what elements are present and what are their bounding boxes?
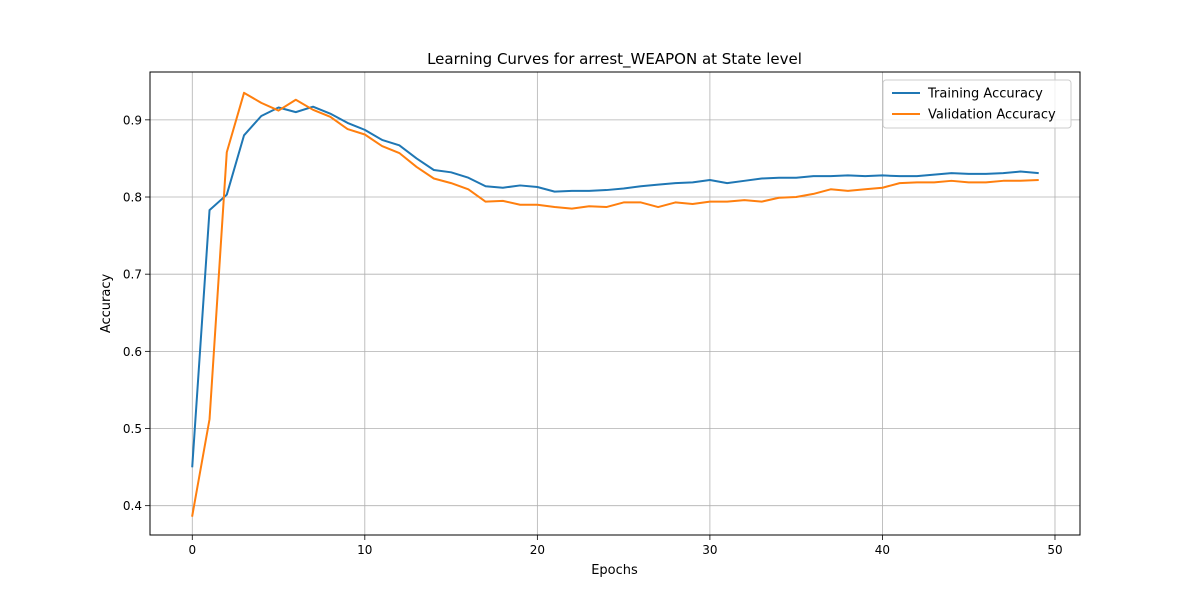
- series-lines: [191, 91, 1039, 517]
- grid: [150, 72, 1080, 535]
- y-axis-label: Accuracy: [99, 274, 114, 334]
- x-tick-label: 20: [530, 543, 545, 557]
- legend-label: Validation Accuracy: [928, 108, 1056, 123]
- x-tick-label: 0: [188, 543, 196, 557]
- legend: Training Accuracy Validation Accuracy: [882, 79, 1072, 129]
- x-tick-label: 40: [875, 543, 890, 557]
- y-tick-label: 0.7: [123, 268, 142, 282]
- y-tick-label: 0.5: [123, 422, 142, 436]
- y-axis-ticks: 0.4 0.5 0.6 0.7 0.8 0.9: [123, 113, 150, 513]
- y-tick-label: 0.8: [123, 191, 142, 205]
- x-tick-label: 50: [1047, 543, 1062, 557]
- x-axis-label: Epochs: [591, 563, 638, 578]
- y-tick-label: 0.4: [123, 499, 142, 513]
- x-axis-ticks: 0 10 20 30 40 50: [188, 535, 1063, 557]
- y-tick-label: 0.6: [123, 345, 142, 359]
- legend-box: [882, 79, 1072, 129]
- series-line-validation: [191, 91, 1039, 517]
- chart-title: Learning Curves for arrest_WEAPON at Sta…: [427, 50, 802, 69]
- legend-label: Training Accuracy: [927, 87, 1043, 102]
- y-tick-label: 0.9: [123, 113, 142, 127]
- x-tick-label: 30: [702, 543, 717, 557]
- plot-frame: [149, 71, 1081, 536]
- x-tick-label: 10: [357, 543, 372, 557]
- series-line-training: [191, 105, 1039, 468]
